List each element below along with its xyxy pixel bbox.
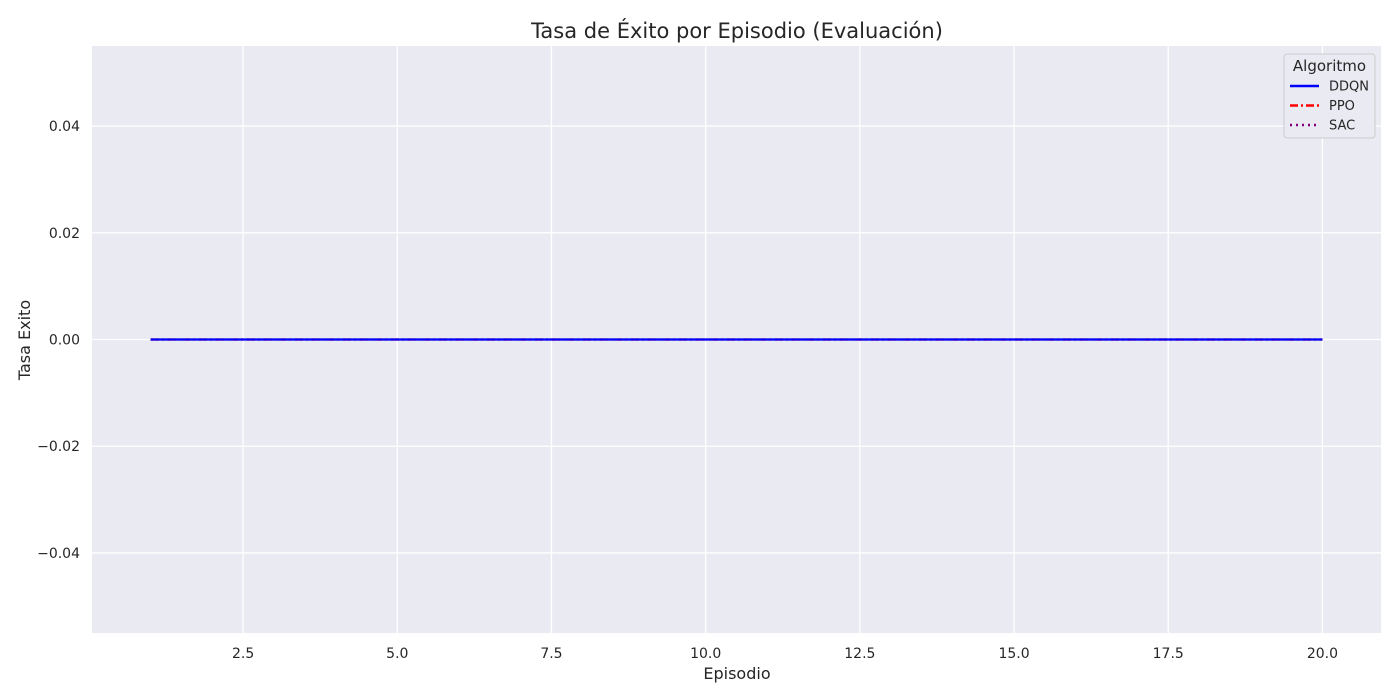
x-tick-label: 10.0 [690, 646, 721, 662]
y-tick-labels: −0.04 −0.02 0.00 0.02 0.04 [37, 119, 80, 562]
y-tick-label: 0.04 [49, 119, 80, 135]
y-tick-label: 0.00 [49, 333, 80, 349]
x-tick-label: 17.5 [1153, 646, 1184, 662]
y-tick-label: −0.04 [37, 546, 80, 562]
y-tick-label: 0.02 [49, 226, 80, 242]
legend-title: Algoritmo [1293, 57, 1366, 75]
y-tick-label: −0.02 [37, 439, 80, 455]
legend-label: DDQN [1329, 80, 1369, 95]
x-tick-label: 12.5 [844, 646, 875, 662]
x-tick-label: 20.0 [1307, 646, 1338, 662]
y-axis-label: Tasa Exito [15, 300, 34, 381]
x-tick-labels: 2.5 5.0 7.5 10.0 12.5 15.0 17.5 20.0 [232, 646, 1338, 662]
x-axis-label: Episodio [703, 664, 770, 683]
chart-title: Tasa de Éxito por Episodio (Evaluación) [530, 18, 943, 43]
legend: Algoritmo DDQN PPO SAC [1283, 53, 1376, 139]
legend-label: SAC [1329, 119, 1355, 134]
x-tick-label: 15.0 [998, 646, 1029, 662]
x-tick-label: 7.5 [540, 646, 562, 662]
legend-box [1283, 53, 1376, 139]
legend-label: PPO [1329, 99, 1355, 114]
x-tick-label: 5.0 [386, 646, 408, 662]
x-tick-label: 2.5 [232, 646, 254, 662]
